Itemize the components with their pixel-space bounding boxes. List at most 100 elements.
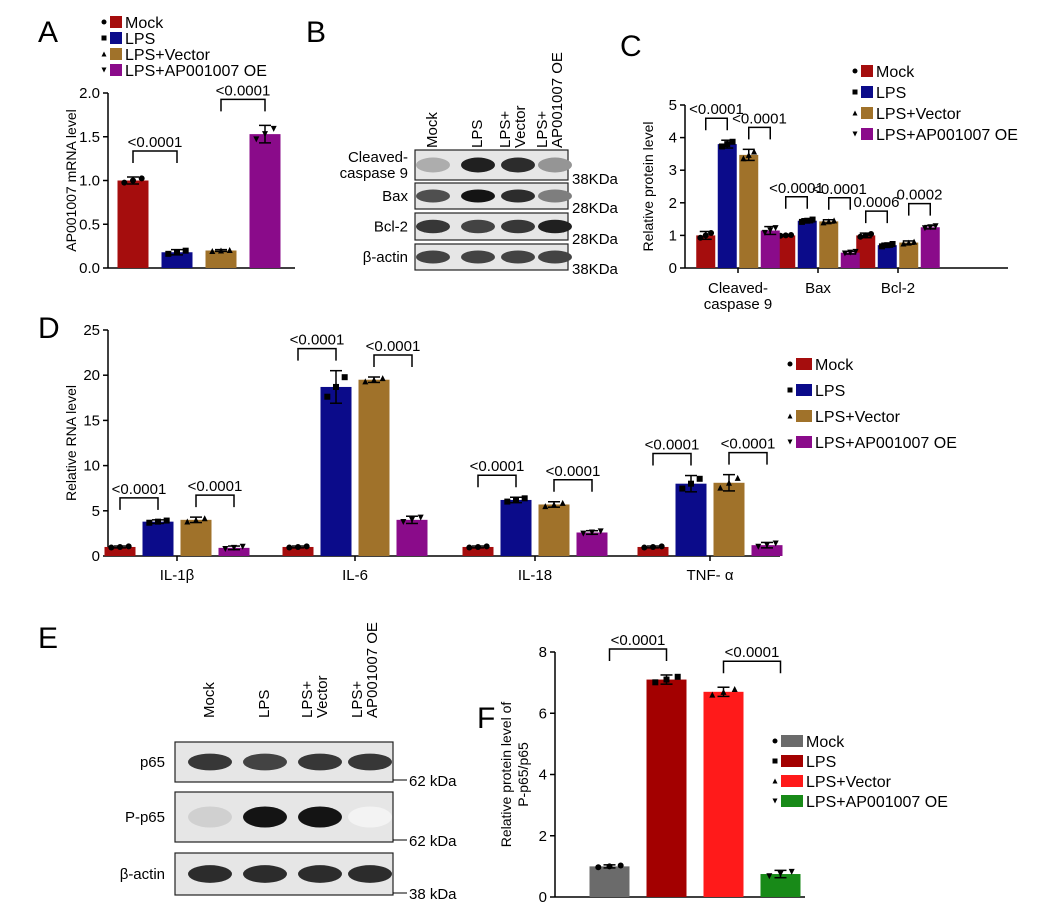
legend-marker-icon — [772, 778, 778, 784]
p-value-label: <0.0001 — [812, 181, 867, 198]
data-point — [253, 136, 260, 143]
chart-panel-f: 0 2 4 6 8 Relative protein level of P-p65/p65 <… — [498, 632, 948, 906]
data-point — [720, 688, 727, 695]
data-point — [889, 241, 896, 248]
data-point — [400, 519, 407, 526]
data-point — [921, 225, 928, 232]
y-axis-label: P-p65/p65 — [515, 742, 531, 807]
legend-swatch — [110, 64, 122, 76]
bar-lps-vector — [358, 379, 390, 556]
y-tick-label: 0 — [669, 260, 677, 277]
x-tick-label: Bcl-2 — [881, 280, 915, 297]
y-tick-label: 15 — [83, 412, 100, 429]
p-value-label: <0.0001 — [689, 101, 744, 118]
molecular-weight-marker: 38KDa — [572, 171, 619, 188]
legend-marker-icon — [101, 19, 107, 25]
protein-band — [243, 753, 287, 771]
legend-label: LPS+AP001007 OE — [806, 794, 948, 811]
data-point — [764, 542, 770, 549]
protein-band — [538, 189, 572, 203]
y-tick-label: 5 — [669, 97, 677, 114]
data-point — [295, 543, 301, 550]
p-value-label: <0.0001 — [112, 481, 167, 498]
legend-label: LPS+Vector — [125, 47, 211, 64]
data-point — [847, 249, 854, 256]
data-point — [900, 240, 907, 247]
data-point — [542, 503, 549, 510]
protein-band — [501, 219, 535, 234]
bar-lps-ap001007-oe — [576, 532, 608, 556]
y-tick-label: 10 — [83, 458, 100, 475]
p-value-label: <0.0001 — [769, 180, 824, 197]
legend-marker-icon — [101, 51, 107, 57]
lane-label: AP001007 OE — [549, 52, 566, 148]
legend-swatch — [781, 735, 803, 747]
bar-lps — [797, 220, 817, 268]
data-point — [466, 544, 473, 551]
panel-label-f: F — [477, 702, 495, 735]
data-point — [745, 151, 752, 158]
data-point — [117, 543, 123, 550]
significance-bracket — [297, 347, 337, 361]
y-tick-label: 2 — [539, 828, 547, 845]
legend-swatch — [861, 128, 873, 140]
data-point — [724, 141, 731, 148]
y-axis-label: Relative protein level of — [498, 702, 514, 848]
legend-label: LPS — [806, 754, 836, 771]
data-point — [696, 475, 703, 482]
y-axis-label: AP001007 mRNA level — [63, 109, 79, 251]
data-point — [174, 249, 180, 256]
panel-label-c: C — [620, 30, 642, 63]
protein-band — [501, 157, 535, 173]
panel-label-a: A — [38, 16, 58, 49]
data-point — [262, 131, 268, 138]
data-point — [270, 125, 277, 132]
legend: Mock LPS LPS+Vector LPS+AP001007 OE — [772, 734, 948, 811]
bar-lps — [717, 144, 737, 268]
data-point — [371, 376, 377, 383]
molecular-weight-marker: 28KDa — [572, 231, 619, 248]
blot-row-label: β-actin — [120, 866, 165, 883]
legend-marker-icon — [101, 67, 107, 73]
bar-lps — [877, 245, 897, 268]
lane-label: Mock — [201, 682, 218, 718]
legend-marker-icon — [852, 131, 858, 137]
data-point — [777, 871, 784, 878]
legend-label: LPS — [876, 85, 906, 102]
data-point — [559, 499, 566, 506]
data-point — [708, 230, 715, 237]
legend-swatch — [110, 32, 122, 44]
lane-label: LPS+ — [497, 111, 514, 148]
data-point — [852, 248, 859, 255]
legend-marker-icon — [852, 68, 858, 74]
x-tick-label: IL-6 — [342, 567, 368, 584]
p-value-label: <0.0001 — [645, 437, 700, 454]
data-point — [911, 238, 918, 245]
data-point — [740, 155, 747, 162]
bar-mock — [589, 866, 630, 897]
bar-lps-ap001007-oe — [249, 134, 281, 268]
data-point — [341, 374, 348, 381]
significance-bracket — [553, 479, 593, 492]
bar-lps-vector — [205, 250, 237, 268]
legend-label: LPS+AP001007 OE — [125, 63, 267, 80]
data-point — [222, 545, 229, 552]
data-point — [857, 233, 864, 240]
data-point — [820, 219, 827, 226]
y-tick-label: 3 — [669, 162, 677, 179]
protein-band — [538, 219, 572, 234]
significance-bracket — [477, 474, 517, 488]
blot-row-label: β-actin — [363, 249, 408, 266]
significance-bracket — [722, 660, 782, 674]
legend-swatch — [861, 107, 873, 119]
chart-panel-c: 0 1 2 3 4 5 Relative protein level Cleaved-casp… — [640, 64, 1018, 313]
data-point — [333, 383, 339, 390]
p-value-label: <0.0001 — [721, 436, 776, 453]
p-value-label: <0.0001 — [290, 332, 345, 349]
bar-lps-vector — [703, 691, 744, 897]
legend-swatch — [861, 86, 873, 98]
data-point — [513, 496, 519, 503]
significance-bracket — [908, 202, 931, 216]
